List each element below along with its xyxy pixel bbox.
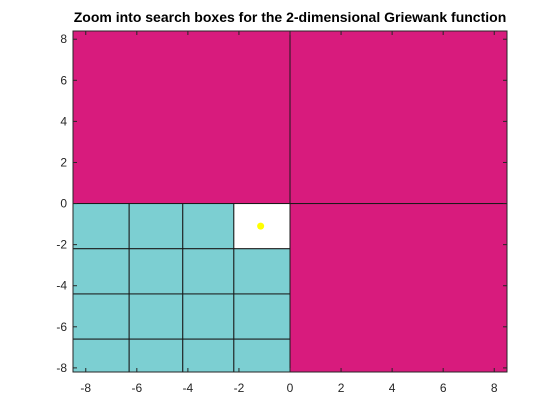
search-box-teal xyxy=(234,294,290,339)
search-box-teal xyxy=(129,339,183,372)
y-tick-label: 6 xyxy=(60,73,67,87)
x-tick-label: -2 xyxy=(234,381,245,395)
search-box-teal xyxy=(129,294,183,339)
search-points xyxy=(257,223,264,230)
search-box-teal xyxy=(234,249,290,294)
search-boxes xyxy=(73,31,507,372)
search-box-teal xyxy=(183,204,234,249)
y-tick-label: -4 xyxy=(56,279,67,293)
minimum-point xyxy=(257,223,264,230)
y-tick-label: 8 xyxy=(60,32,67,46)
search-box-teal xyxy=(234,339,290,372)
search-box-magenta xyxy=(290,31,507,204)
search-box-teal xyxy=(73,249,129,294)
x-tick-label: -4 xyxy=(183,381,194,395)
search-box-teal xyxy=(73,204,129,249)
x-tick-label: -8 xyxy=(80,381,91,395)
x-tick-label: 2 xyxy=(338,381,345,395)
x-tick-label: -6 xyxy=(131,381,142,395)
search-box-teal xyxy=(183,249,234,294)
search-box-teal xyxy=(73,294,129,339)
search-box-teal xyxy=(183,339,234,372)
x-tick-label: 4 xyxy=(389,381,396,395)
search-box-teal xyxy=(183,294,234,339)
search-box-teal xyxy=(73,339,129,372)
y-tick-label: 4 xyxy=(60,114,67,128)
y-tick-label: -8 xyxy=(56,361,67,375)
x-tick-label: 8 xyxy=(491,381,498,395)
x-tick-label: 6 xyxy=(440,381,447,395)
search-box-teal xyxy=(129,249,183,294)
search-box-magenta xyxy=(290,204,507,372)
search-box-teal xyxy=(129,204,183,249)
y-tick-label: 2 xyxy=(60,155,67,169)
x-tick-label: 0 xyxy=(287,381,294,395)
y-tick-label: -6 xyxy=(56,320,67,334)
y-tick-label: 0 xyxy=(60,197,67,211)
y-tick-label: -2 xyxy=(56,238,67,252)
search-box-magenta xyxy=(73,31,290,204)
